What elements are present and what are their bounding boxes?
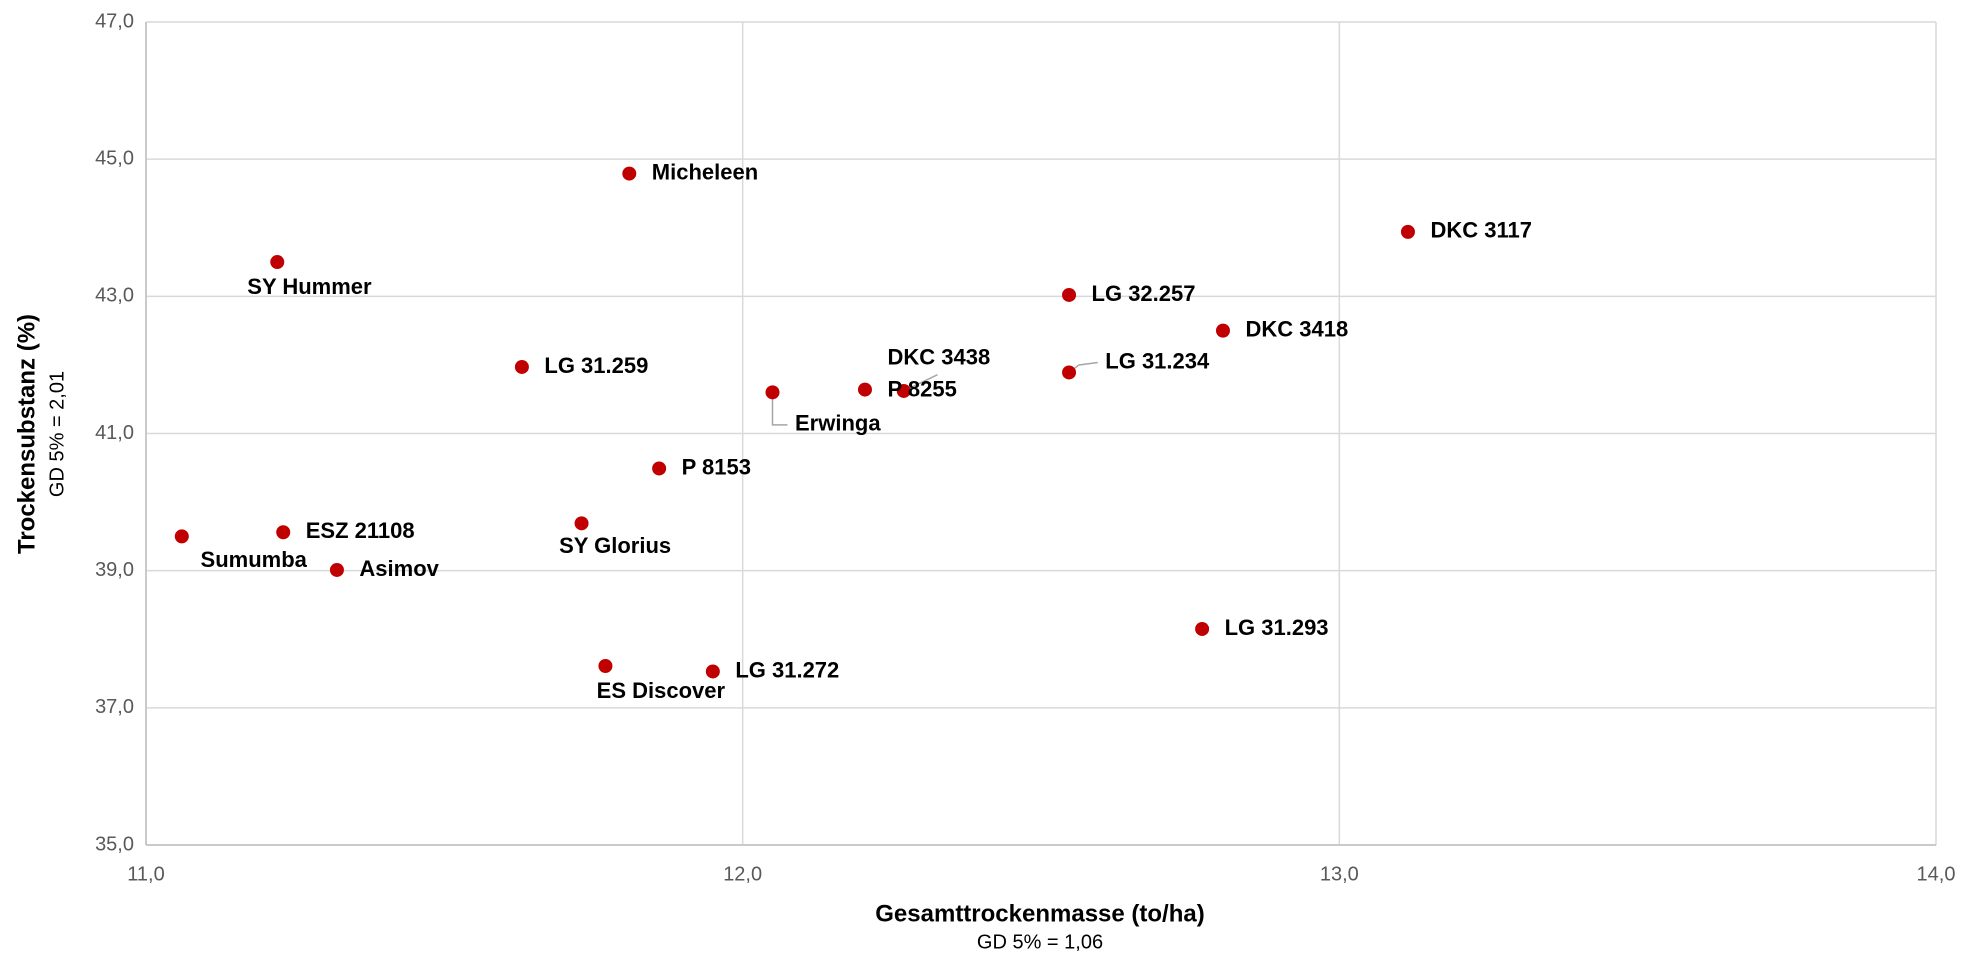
point [705, 664, 720, 679]
point-label: Micheleen [652, 159, 758, 184]
point-label: SY Hummer [247, 274, 372, 299]
y-axis-note: GD 5% = 2,01 [46, 371, 68, 497]
point-label: DKC 3117 [1430, 218, 1532, 243]
point-label: LG 31.234 [1105, 348, 1210, 373]
point-label: P 8255 [887, 377, 956, 402]
point [1062, 287, 1077, 302]
point [765, 385, 780, 400]
point [1400, 224, 1415, 239]
y-tick-label: 37,0 [95, 696, 134, 718]
leader-line [771, 392, 788, 426]
y-tick-label: 45,0 [95, 147, 134, 169]
point [276, 525, 291, 540]
point-label: LG 31.272 [735, 657, 839, 682]
x-tick-label: 14,0 [1917, 863, 1956, 885]
point [329, 562, 344, 577]
y-tick-label: 43,0 [95, 285, 134, 307]
point-label: LG 31.259 [544, 353, 648, 378]
point-label: ES Discover [597, 678, 726, 703]
point [1215, 323, 1230, 338]
point-label: LG 32.257 [1092, 281, 1196, 306]
point [857, 382, 872, 397]
point [652, 461, 667, 476]
point-label: Sumumba [201, 547, 308, 572]
point [622, 166, 637, 181]
x-tick-label: 13,0 [1320, 863, 1359, 885]
point [1195, 621, 1210, 636]
point [598, 658, 613, 673]
point-label: DKC 3438 [888, 344, 991, 369]
y-axis-title: Trockensubstanz (%) [13, 314, 40, 554]
x-axis-title: Gesamttrockenmasse (to/ha) [875, 900, 1204, 927]
y-tick-label: 41,0 [95, 422, 134, 444]
point [1062, 365, 1077, 380]
point [514, 359, 529, 374]
point [896, 383, 911, 398]
point [270, 255, 285, 270]
y-tick-label: 47,0 [95, 10, 134, 32]
point [574, 516, 589, 531]
point-label: Asimov [359, 556, 439, 581]
point-label: P 8153 [682, 454, 751, 479]
point-label: LG 31.293 [1225, 615, 1329, 640]
point-label: DKC 3418 [1245, 316, 1348, 341]
y-tick-label: 35,0 [95, 833, 134, 855]
x-tick-label: 12,0 [723, 863, 762, 885]
point-label: Erwinga [795, 411, 881, 436]
x-tick-label: 11,0 [127, 863, 164, 885]
point-label: SY Glorius [559, 533, 671, 558]
point [174, 529, 189, 544]
point-label: ESZ 21108 [306, 518, 415, 543]
y-tick-label: 39,0 [95, 559, 134, 581]
x-axis-note: GD 5% = 1,06 [977, 931, 1103, 953]
